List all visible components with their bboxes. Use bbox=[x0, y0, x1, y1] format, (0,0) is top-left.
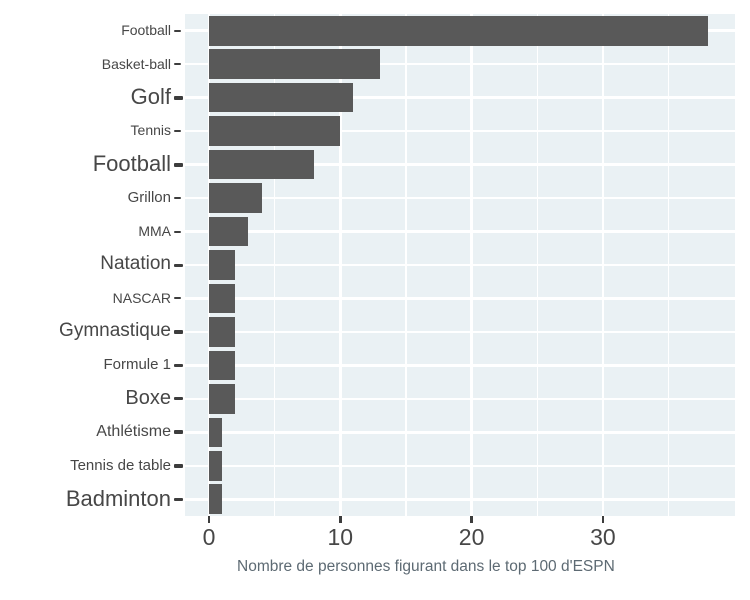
v-gridline-minor bbox=[274, 14, 276, 516]
bar bbox=[209, 15, 708, 46]
y-axis-label: NASCAR bbox=[112, 289, 171, 306]
bar bbox=[209, 82, 354, 113]
x-axis-tick-label: 30 bbox=[590, 524, 616, 550]
h-gridline bbox=[185, 230, 735, 233]
y-axis-label: MMA bbox=[138, 222, 171, 239]
bar bbox=[209, 149, 315, 180]
v-gridline-minor bbox=[405, 14, 407, 516]
y-axis-tick bbox=[174, 162, 183, 167]
y-axis-tick bbox=[174, 329, 183, 334]
v-gridline-minor bbox=[536, 14, 538, 516]
y-axis-label: Golf bbox=[130, 84, 171, 110]
h-gridline bbox=[185, 498, 735, 501]
x-axis-tick-label: 10 bbox=[327, 524, 354, 550]
y-axis-label: Basket-ball bbox=[101, 55, 171, 72]
h-gridline bbox=[185, 297, 735, 300]
y-axis-label: Football bbox=[121, 22, 171, 39]
bar bbox=[209, 49, 380, 79]
y-axis-tick bbox=[174, 363, 183, 367]
h-gridline bbox=[185, 196, 735, 200]
y-axis-label: Grillon bbox=[127, 188, 171, 206]
y-axis-tick bbox=[174, 95, 183, 100]
bar bbox=[209, 116, 341, 146]
y-axis-label: Football bbox=[92, 150, 171, 176]
v-gridline-major bbox=[601, 14, 605, 516]
x-axis-tick-label: 20 bbox=[458, 524, 485, 550]
y-axis-label: Tennis de table bbox=[70, 456, 171, 474]
y-axis-tick bbox=[174, 497, 183, 501]
bar bbox=[209, 216, 249, 247]
bar bbox=[209, 384, 236, 414]
bar bbox=[209, 417, 223, 448]
bar bbox=[209, 250, 236, 280]
bar bbox=[209, 451, 223, 481]
y-axis-tick bbox=[174, 263, 183, 267]
v-gridline-minor bbox=[667, 14, 670, 516]
y-axis-label: Formule 1 bbox=[103, 356, 171, 374]
x-axis-tick-label: 0 bbox=[202, 524, 216, 550]
y-axis-tick bbox=[174, 197, 181, 200]
bar bbox=[209, 484, 223, 515]
h-gridline bbox=[185, 464, 735, 468]
bar bbox=[209, 317, 236, 347]
v-gridline-major bbox=[339, 14, 342, 516]
y-axis-label: Athlétisme bbox=[96, 423, 171, 441]
x-axis-tick bbox=[339, 516, 342, 523]
y-axis-tick bbox=[174, 397, 183, 401]
x-axis-title: Nombre de personnes figurant dans le top… bbox=[237, 558, 615, 575]
y-axis-label: Tennis bbox=[130, 122, 171, 139]
bar bbox=[209, 183, 262, 213]
bar bbox=[209, 350, 236, 381]
y-axis-label: Boxe bbox=[125, 387, 171, 410]
y-axis-tick bbox=[174, 230, 181, 233]
h-gridline bbox=[185, 330, 735, 334]
bar bbox=[209, 283, 236, 314]
h-gridline bbox=[185, 129, 735, 133]
y-axis-label: Gymnastique bbox=[59, 320, 171, 342]
h-gridline bbox=[185, 431, 735, 434]
v-gridline-major bbox=[470, 14, 473, 516]
y-axis-tick bbox=[174, 130, 181, 133]
y-axis-tick bbox=[174, 63, 181, 66]
h-gridline bbox=[185, 62, 735, 66]
plot-panel bbox=[185, 14, 735, 516]
h-gridline bbox=[185, 364, 735, 367]
x-axis-tick bbox=[470, 516, 473, 523]
y-axis-tick bbox=[174, 29, 181, 32]
h-gridline bbox=[185, 96, 735, 99]
x-axis-tick bbox=[601, 516, 605, 523]
y-axis-tick bbox=[174, 463, 183, 468]
h-gridline bbox=[185, 263, 735, 267]
x-axis-tick bbox=[207, 516, 211, 523]
y-axis-tick bbox=[174, 297, 181, 300]
y-axis-tick bbox=[174, 430, 183, 435]
y-axis-label: Badminton bbox=[65, 485, 171, 511]
h-gridline bbox=[185, 397, 735, 401]
y-axis-label: Natation bbox=[100, 253, 171, 275]
h-gridline bbox=[185, 163, 735, 166]
